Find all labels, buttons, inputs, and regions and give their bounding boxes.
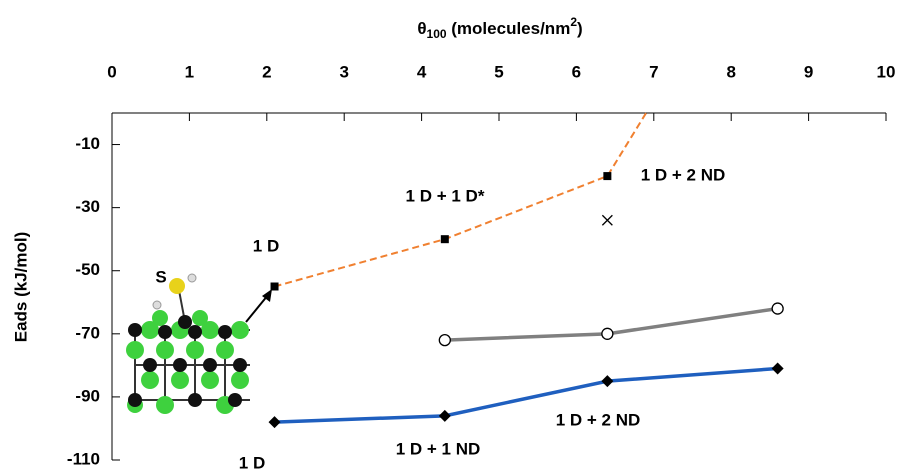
x-tick-label: 9: [804, 62, 813, 81]
y-axis-label: Eads (kJ/mol): [11, 232, 30, 343]
marker: [441, 235, 449, 243]
chart-title: θ100 (molecules/nm2): [417, 15, 582, 41]
marker: [603, 172, 611, 180]
annotation: 1 D: [253, 236, 279, 255]
marker: [269, 416, 281, 428]
annotation: 1 D + 1 ND: [396, 439, 481, 458]
y-tick-label: -50: [75, 260, 100, 279]
chart: θ100 (molecules/nm2) Eads (kJ/mol) 0 1 2 3 4…: [0, 0, 898, 473]
series-line: [275, 369, 778, 423]
x-tick-label: 1: [185, 62, 194, 81]
x-tick-label: 0: [107, 62, 116, 81]
annotation: 1 D + 2 ND: [641, 165, 726, 184]
x-tick-label: 3: [339, 62, 348, 81]
annotation: 1 D + 2 ND: [556, 410, 641, 429]
y-tick-label: -110: [67, 449, 100, 468]
marker: [602, 215, 612, 225]
x-tick-label: 5: [494, 62, 503, 81]
y-tick-label: -90: [75, 386, 100, 405]
marker: [601, 375, 613, 387]
x-tick-label: 8: [726, 62, 735, 81]
annotation: S: [155, 267, 166, 286]
annotation: 1 D: [239, 453, 265, 472]
y-tick-label: -30: [75, 197, 100, 216]
page: {"chart_data": { "type": "line", "title"…: [0, 0, 898, 473]
y-tick-label: -70: [75, 323, 100, 342]
marker: [602, 328, 613, 339]
x-tick-label: 10: [877, 62, 896, 81]
x-tick-label: 7: [649, 62, 658, 81]
marker: [772, 303, 783, 314]
x-tick-label: 6: [572, 62, 581, 81]
x-tick-label: 4: [417, 62, 427, 81]
marker: [772, 363, 784, 375]
marker: [271, 283, 279, 291]
marker: [439, 410, 451, 422]
marker: [439, 335, 450, 346]
x-tick-label: 2: [262, 62, 271, 81]
annotation: 1 D + 1 D*: [406, 186, 485, 205]
inset-molecule: [126, 274, 272, 414]
y-tick-label: -10: [75, 134, 100, 153]
